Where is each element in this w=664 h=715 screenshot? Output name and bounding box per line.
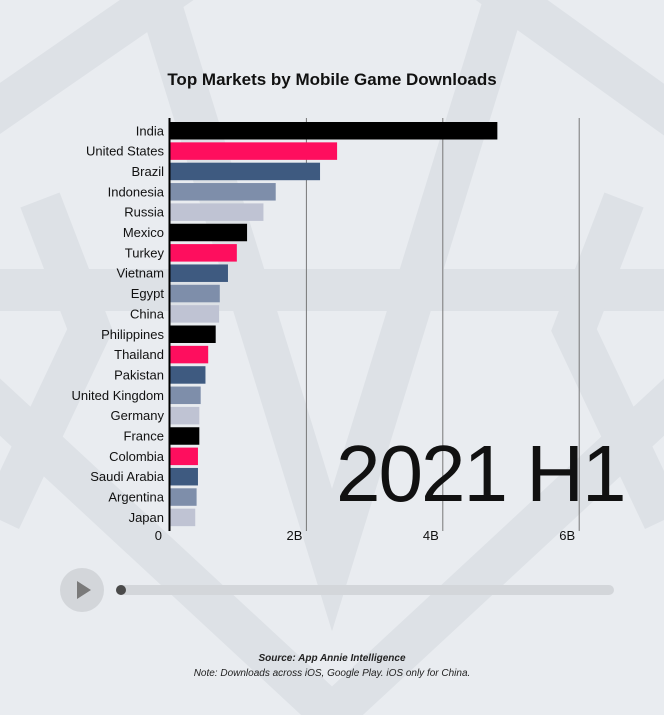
bar-16 <box>170 447 198 466</box>
bar-7 <box>170 264 228 282</box>
bar-9 <box>170 305 220 323</box>
x-tick-label-1: 2B <box>286 528 302 543</box>
category-label-16: Colombia <box>109 449 165 464</box>
category-label-15: France <box>124 429 164 444</box>
x-tick-label-2: 4B <box>423 528 439 543</box>
play-button[interactable] <box>60 568 104 612</box>
bar-15 <box>170 427 200 445</box>
category-label-0: India <box>136 123 165 138</box>
bar-3 <box>170 183 276 201</box>
bar-17 <box>170 467 198 486</box>
bar-2 <box>170 162 321 181</box>
bar-14 <box>170 406 200 425</box>
year-label: 2021 H1 <box>336 429 626 518</box>
timeline-slider[interactable] <box>116 585 614 595</box>
category-label-8: Egypt <box>131 286 165 301</box>
category-label-1: United States <box>86 144 165 159</box>
category-label-10: Philippines <box>101 327 164 342</box>
bar-12 <box>170 366 206 384</box>
bar-10 <box>170 325 216 343</box>
bar-0 <box>170 122 498 140</box>
category-label-12: Pakistan <box>114 367 164 382</box>
timeline-slider-handle[interactable] <box>116 585 126 595</box>
bar-11 <box>170 345 209 364</box>
bar-18 <box>170 488 197 506</box>
source-text: Source: App Annie Intelligence <box>258 653 406 664</box>
bar-13 <box>170 386 201 405</box>
bar-19 <box>170 508 196 527</box>
bar-4 <box>170 203 264 221</box>
footer: Source: App Annie Intelligence Note: Dow… <box>0 651 664 681</box>
x-tick-label-0: 0 <box>155 528 162 543</box>
bar-1 <box>170 142 338 160</box>
category-label-14: Germany <box>111 408 165 423</box>
x-tick-label-3: 6B <box>559 528 575 543</box>
chart-title: Top Markets by Mobile Game Downloads <box>167 70 497 89</box>
note-text: Note: Downloads across iOS, Google Play.… <box>193 668 471 679</box>
bar-chart: India United States Brazil Indonesia Russia M… <box>72 118 580 543</box>
category-label-5: Mexico <box>123 225 164 240</box>
category-label-7: Vietnam <box>117 266 164 281</box>
timeline-player <box>60 568 620 612</box>
category-label-4: Russia <box>124 205 165 220</box>
bar-8 <box>170 284 220 303</box>
category-label-13: United Kingdom <box>72 388 165 403</box>
category-label-18: Argentina <box>108 490 164 505</box>
bar-5 <box>170 223 248 242</box>
category-label-17: Saudi Arabia <box>90 469 164 484</box>
category-label-3: Indonesia <box>108 184 165 199</box>
category-label-6: Turkey <box>125 245 165 260</box>
category-label-11: Thailand <box>114 347 164 362</box>
bar-6 <box>170 244 237 262</box>
play-icon <box>77 581 91 599</box>
category-label-2: Brazil <box>131 164 164 179</box>
category-label-9: China <box>130 306 165 321</box>
category-label-19: Japan <box>129 510 164 525</box>
